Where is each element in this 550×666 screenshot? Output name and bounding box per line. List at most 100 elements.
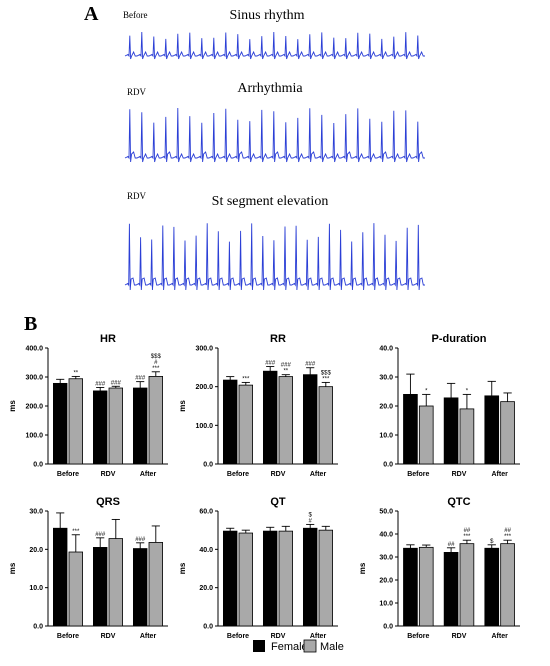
chart-title: HR xyxy=(100,333,116,345)
x-tick-label: After xyxy=(140,471,157,478)
ecg-trace-arrhythmia xyxy=(124,107,425,163)
ecg-waveform xyxy=(124,223,425,291)
significance-label: ### xyxy=(111,380,122,386)
y-tick-label: 200.0 xyxy=(195,384,213,391)
significance-label: ** xyxy=(283,369,288,375)
y-tick-label: 40.0 xyxy=(379,346,393,353)
bar-female xyxy=(222,530,238,627)
chart-rr: RR ms 0.0 100.0 200.0 300.0 Before *** RDV ### ###… xyxy=(178,333,338,478)
y-tick-label: 0.0 xyxy=(383,462,393,469)
x-tick-label: After xyxy=(310,471,327,478)
y-tick-label: 300.0 xyxy=(195,346,213,353)
bar-female xyxy=(443,397,459,465)
y-tick-label: 0.0 xyxy=(383,624,393,631)
bar-male xyxy=(68,551,84,627)
ecg-trace-1-title: Sinus rhythm xyxy=(229,8,304,23)
y-tick-label: 0.0 xyxy=(203,624,213,631)
significance-label: *** xyxy=(322,376,330,382)
significance-label: ### xyxy=(135,537,146,543)
y-tick-label: 30.0 xyxy=(379,375,393,382)
significance-label: *** xyxy=(242,376,250,382)
x-tick-label: RDV xyxy=(101,471,116,478)
x-tick-label: RDV xyxy=(271,633,286,640)
ecg-waveform xyxy=(124,107,425,163)
significance-label: $$$ xyxy=(321,370,332,376)
significance-label: *** xyxy=(72,529,80,535)
x-tick-label: RDV xyxy=(452,633,467,640)
panel-label-b: B xyxy=(24,313,37,335)
bar-male xyxy=(500,543,515,627)
chart-qrs: QRS ms 0.0 10.0 20.0 30.0 Before *** RDV ### After… xyxy=(8,496,168,640)
significance-label: ### xyxy=(95,381,106,387)
chart-title: QRS xyxy=(96,496,120,508)
bar-female xyxy=(53,527,68,627)
chart-hr: HRms0.0100.0200.0300.0400.0Before**RDV##… xyxy=(8,333,168,478)
significance-label: ### xyxy=(281,363,292,369)
y-tick-label: 40.0 xyxy=(379,532,393,539)
x-tick-label: After xyxy=(310,633,327,640)
y-tick-label: 100.0 xyxy=(25,433,43,440)
bar-female xyxy=(93,390,108,465)
y-tick-label: 20.0 xyxy=(199,585,213,592)
significance-label: *** xyxy=(152,366,160,372)
chart-title: RR xyxy=(270,333,286,345)
x-tick-label: Before xyxy=(407,633,429,640)
x-tick-label: Before xyxy=(57,471,79,478)
x-tick-label: After xyxy=(491,633,508,640)
bar-female xyxy=(132,387,148,465)
bar-female xyxy=(302,374,318,465)
ecg-trace-sinus-rhythm xyxy=(124,31,425,60)
bar-female xyxy=(93,547,108,627)
bar-female xyxy=(132,548,148,627)
chart-qtc: QTC ms 0.0 10.0 20.0 30.0 40.0 50.0 Before RDV ## #… xyxy=(358,496,520,640)
legend-swatch-female xyxy=(253,640,265,652)
significance-label: $ xyxy=(490,539,494,545)
y-tick-label: 30.0 xyxy=(379,555,393,562)
significance-label: $$$ xyxy=(151,354,162,360)
bar-female xyxy=(262,370,278,465)
ecg-trace-1-label: Before xyxy=(123,10,148,20)
bar-male xyxy=(418,546,434,627)
bar-male xyxy=(278,376,294,465)
significance-label: $ xyxy=(309,512,313,518)
bar-male xyxy=(238,532,254,627)
y-axis-label: ms xyxy=(8,562,17,574)
y-axis-label: ms xyxy=(178,562,187,574)
legend-swatch-male xyxy=(303,639,317,653)
x-tick-label: Before xyxy=(227,633,249,640)
bar-female xyxy=(403,393,418,465)
x-tick-label: After xyxy=(491,471,508,478)
significance-label: * xyxy=(466,388,469,394)
y-tick-label: 30.0 xyxy=(29,509,43,516)
y-tick-label: 0.0 xyxy=(203,462,213,469)
bar-male xyxy=(418,405,434,465)
y-tick-label: 20.0 xyxy=(379,404,393,411)
bar-male xyxy=(459,408,475,465)
y-axis-label: ms xyxy=(8,400,17,412)
chart-title: QT xyxy=(270,496,286,508)
bar-male xyxy=(278,530,294,627)
significance-label: ### xyxy=(305,362,316,368)
bar-female xyxy=(302,527,318,627)
chart-title: QTC xyxy=(447,496,470,508)
y-tick-label: 50.0 xyxy=(379,509,393,516)
x-tick-label: Before xyxy=(407,471,429,478)
y-tick-label: 200.0 xyxy=(25,404,43,411)
significance-label: ### xyxy=(95,532,106,538)
y-tick-label: 20.0 xyxy=(29,547,43,554)
legend-label-male: Male xyxy=(320,641,344,653)
significance-label: ** xyxy=(73,370,78,376)
significance-label: # xyxy=(154,360,158,366)
significance-label: ## xyxy=(448,542,455,548)
y-tick-label: 10.0 xyxy=(379,601,393,608)
y-tick-label: 40.0 xyxy=(199,547,213,554)
legend: Female Male xyxy=(253,639,344,653)
chart-p-duration: P-duration 0.0 10.0 20.0 30.0 40.0 Before * RDV *… xyxy=(379,333,520,478)
ecg-trace-2-title: Arrhythmia xyxy=(237,81,303,96)
chart-title: P-duration xyxy=(432,333,487,345)
significance-label: *** xyxy=(463,534,471,540)
ecg-trace-st-elevation xyxy=(124,223,425,291)
x-tick-label: Before xyxy=(227,471,249,478)
bar-male xyxy=(500,401,515,465)
bar-female xyxy=(403,547,418,627)
